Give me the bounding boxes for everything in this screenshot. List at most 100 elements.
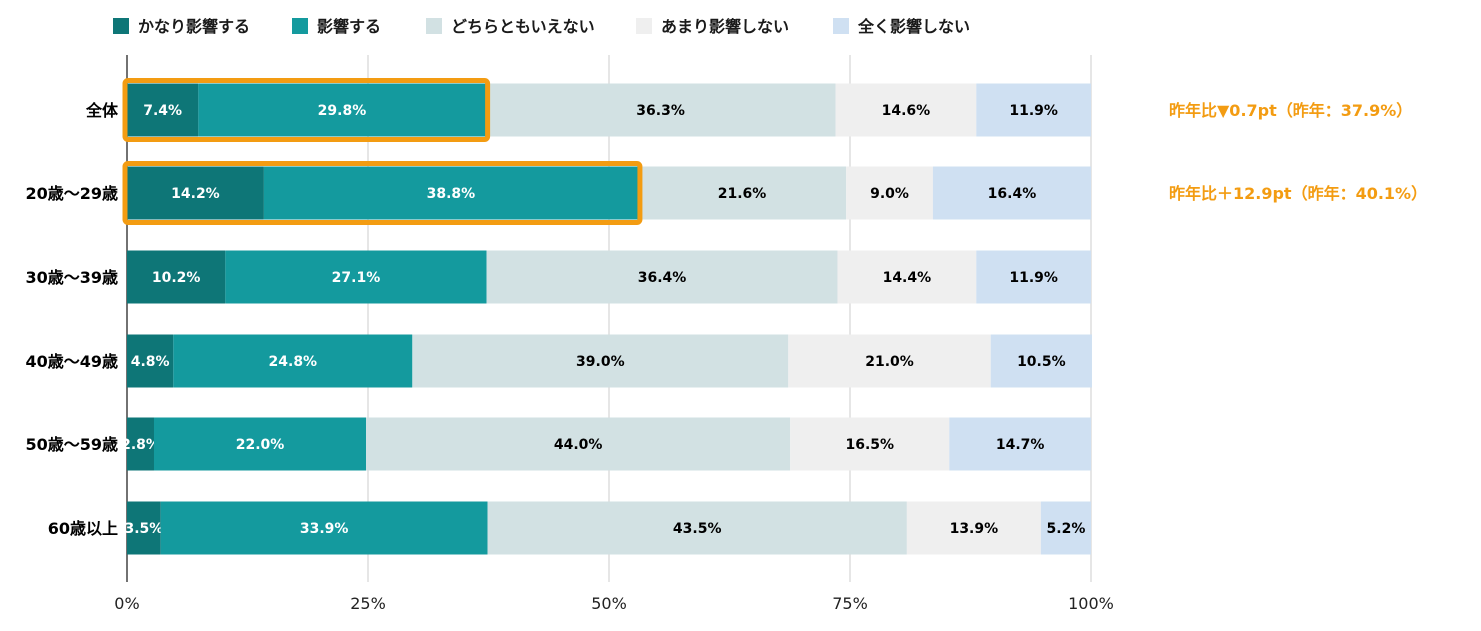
legend: かなり影響する 影響する どちらともいえない あまり影響しない 全く影響しない [113,17,970,36]
bar-segment [487,501,907,555]
category-label: 60歳以上 [48,519,118,538]
bar-segment [160,501,488,555]
bar-segment [906,501,1041,555]
bar-segment [198,83,486,137]
legend-item: 全く影響しない [833,17,970,36]
category-label: 50歳〜59歳 [25,435,118,454]
x-tick-label: 0% [114,594,139,613]
data-label: 16.5% [845,437,894,453]
bar-segment [976,250,1091,304]
data-label: 3.5% [124,521,163,537]
data-label: 43.5% [673,521,722,537]
x-tick-label: 50% [591,594,627,613]
bar-segment [990,334,1092,388]
legend-swatch [833,18,849,34]
data-label: 21.6% [718,186,767,202]
highlight-box [122,78,491,142]
data-label: 29.8% [318,103,367,119]
yoy-annotation: 昨年比＋12.9pt（昨年：40.1%） [1169,184,1427,203]
bar-row: 4.8% 24.8% 39.0% 21.0% 10.5% [127,334,1092,388]
data-label: 14.2% [171,186,220,202]
data-label: 27.1% [332,270,381,286]
bar-segment [366,417,791,471]
legend-swatch [292,18,308,34]
legend-swatch [636,18,652,34]
legend-item: 影響する [292,17,381,36]
data-label: 7.4% [143,103,182,119]
bar-segment [932,166,1091,220]
bar-segment [127,417,154,471]
x-axis-ticks: 0% 25% 50% 75% 100% [114,594,1114,613]
bar-segment [263,166,638,220]
bar-segment [412,334,789,388]
data-label: 14.6% [882,103,931,119]
data-label: 22.0% [236,437,285,453]
bar-segment [790,417,950,471]
legend-item: あまり影響しない [636,17,789,36]
category-label: 40歳〜49歳 [25,352,118,371]
bar-segment [485,83,836,137]
bar-segment [835,83,977,137]
data-label: 5.2% [1047,521,1086,537]
bar-segment [486,250,838,304]
data-label: 36.4% [638,270,687,286]
data-label: 24.8% [269,354,318,370]
bar-segment [127,501,161,555]
data-label: 13.9% [950,521,999,537]
data-label: 9.0% [870,186,909,202]
data-label: 14.4% [883,270,932,286]
bar-segment [949,417,1091,471]
highlight-boxes [122,78,643,225]
legend-label: かなり影響する [138,17,250,36]
data-label: 4.8% [131,354,170,370]
data-label: 38.8% [427,186,476,202]
x-tick-label: 25% [350,594,386,613]
legend-item: どちらともいえない [426,17,595,36]
bar-segment [637,166,847,220]
bar-row: 10.2% 27.1% 36.4% 14.4% 11.9% [127,250,1091,304]
data-label: 16.4% [988,186,1037,202]
bars: 7.4% 29.8% 36.3% 14.6% 11.9% 14.2% 38.8% 21.6% 9… [121,83,1092,555]
data-label: 11.9% [1009,270,1058,286]
data-label: 44.0% [554,437,603,453]
category-label: 20歳〜29歳 [25,184,118,203]
bar-segment [173,334,413,388]
legend-swatch [113,18,129,34]
bar-segment [225,250,487,304]
bar-segment [127,166,264,220]
bar-segment [153,417,367,471]
bar-row: 7.4% 29.8% 36.3% 14.6% 11.9% [127,83,1091,137]
bar-segment [976,83,1091,137]
bar-segment [127,250,226,304]
bar-segment [788,334,991,388]
data-label: 36.3% [636,103,685,119]
bar-segment [846,166,933,220]
data-label: 21.0% [865,354,914,370]
highlight-box [122,161,643,225]
bar-row: 2.8% 22.0% 44.0% 16.5% 14.7% [121,417,1091,471]
category-label: 30歳〜39歳 [25,268,118,287]
category-labels: 全体 20歳〜29歳 30歳〜39歳 40歳〜49歳 50歳〜59歳 60歳以上 [25,101,119,538]
data-label: 33.9% [300,521,349,537]
data-label: 10.2% [152,270,201,286]
data-label: 39.0% [576,354,625,370]
legend-label: あまり影響しない [661,17,789,36]
x-tick-label: 75% [832,594,868,613]
bar-row: 14.2% 38.8% 21.6% 9.0% 16.4% [127,166,1091,220]
legend-label: 影響する [317,17,381,36]
legend-label: どちらともいえない [451,17,595,36]
legend-item: かなり影響する [113,17,250,36]
bar-segment [837,250,977,304]
legend-swatch [426,18,442,34]
legend-label: 全く影響しない [857,17,970,36]
gridlines [126,55,1092,582]
category-label: 全体 [85,101,119,120]
bar-row: 3.5% 33.9% 43.5% 13.9% 5.2% [124,501,1091,555]
data-label: 2.8% [121,437,160,453]
bar-segment [1040,501,1091,555]
annotations: 昨年比▼0.7pt（昨年：37.9%） 昨年比＋12.9pt（昨年：40.1%） [1169,101,1427,203]
data-label: 10.5% [1017,354,1066,370]
data-label: 14.7% [996,437,1045,453]
data-label: 11.9% [1009,103,1058,119]
